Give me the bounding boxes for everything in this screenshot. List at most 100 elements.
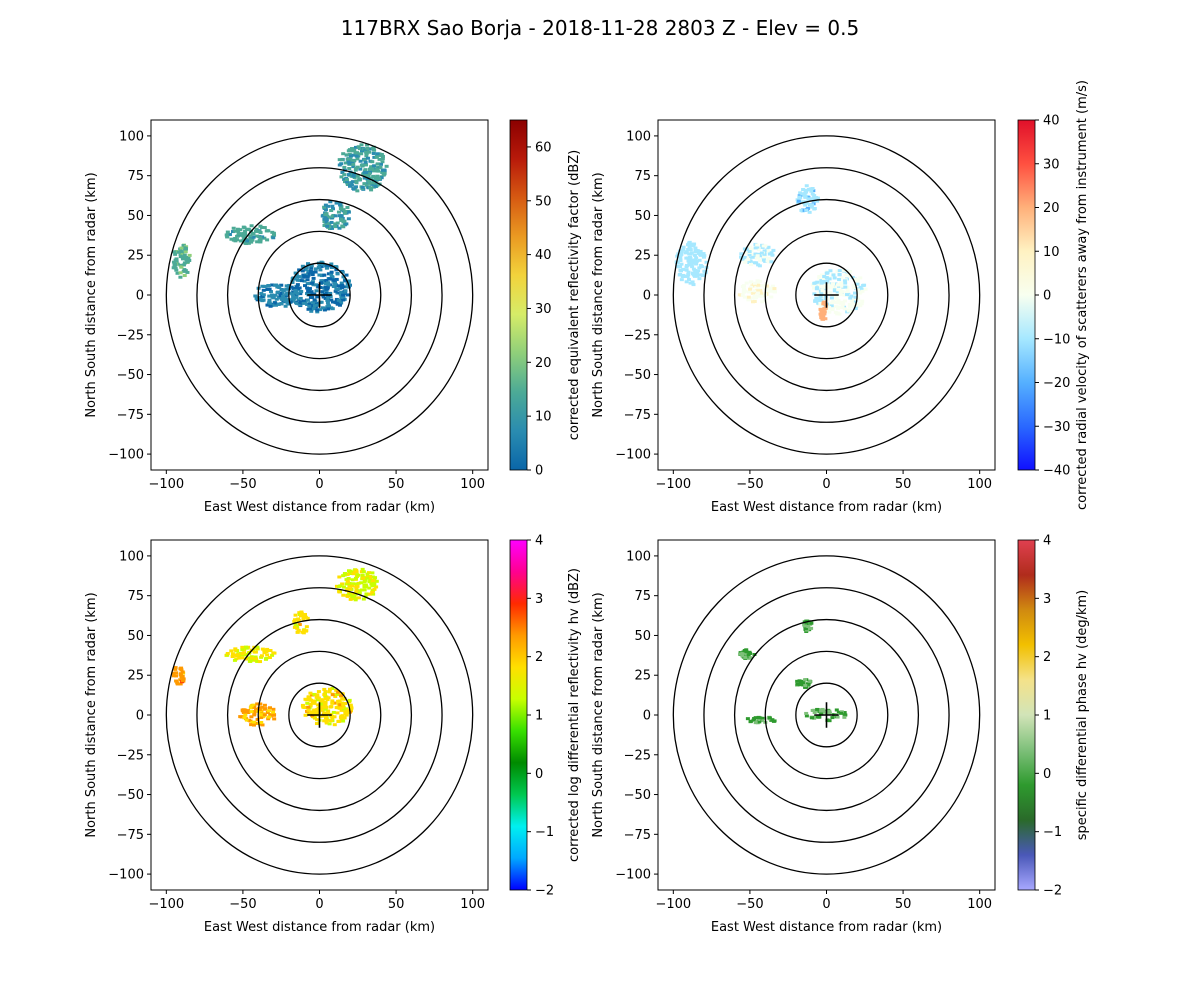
echo-gate — [739, 255, 744, 259]
echo-gate — [326, 709, 331, 713]
echo-gate — [348, 157, 353, 161]
echo-gate — [805, 201, 810, 205]
echo-gate — [351, 174, 356, 178]
echo-gate — [324, 266, 329, 270]
echo-gate — [335, 711, 340, 715]
echo-gate — [180, 670, 185, 674]
echo-gate — [326, 281, 331, 285]
echo-gate — [262, 703, 267, 707]
echo-gate — [818, 301, 823, 305]
echo-gate — [821, 285, 826, 289]
echo-gate — [291, 299, 296, 303]
echo-gate — [740, 285, 745, 289]
echo-gate — [253, 655, 258, 659]
echo-gate — [806, 197, 811, 201]
echo-gate — [316, 285, 321, 289]
echo-gate — [251, 720, 256, 724]
echo-gate — [174, 671, 179, 675]
echo-gate — [688, 281, 693, 285]
y-tick-label: 75 — [634, 169, 651, 184]
echo-gate — [769, 260, 774, 264]
echo-gate — [179, 246, 184, 250]
echo-gate — [347, 593, 352, 597]
echo-gate — [339, 175, 344, 179]
echo-gate — [326, 272, 331, 276]
echo-gate — [833, 282, 838, 286]
echo-gate — [308, 295, 313, 299]
echo-gate — [309, 266, 314, 270]
echo-gate — [752, 717, 757, 721]
echo-gate — [697, 277, 702, 281]
echo-gate — [182, 246, 187, 250]
colorbar-tick-label: 0 — [535, 767, 543, 782]
y-tick-label: −25 — [117, 328, 144, 343]
echo-gate — [756, 289, 761, 293]
echo-gate — [819, 309, 824, 313]
echo-gate — [343, 289, 348, 293]
echo-gate — [262, 707, 267, 711]
echo-gate — [330, 307, 335, 311]
echo-gate — [858, 285, 863, 289]
echo-gate — [327, 690, 332, 694]
echo-gate — [353, 185, 358, 189]
echo-gate — [330, 701, 335, 705]
echo-gate — [258, 236, 263, 240]
echo-gate — [820, 707, 825, 711]
echo-gate — [753, 252, 758, 256]
echo-gate — [326, 696, 331, 700]
echo-gate — [347, 591, 352, 595]
echo-gate — [324, 716, 329, 720]
echo-gate — [295, 626, 300, 630]
echo-gate — [330, 300, 335, 304]
echo-gate — [349, 705, 354, 709]
echo-gate — [315, 698, 320, 702]
echo-gate — [800, 192, 805, 196]
echo-gate — [319, 260, 324, 264]
echo-gate — [345, 205, 350, 209]
echo-gate — [301, 301, 306, 305]
echo-gate — [370, 146, 375, 150]
echo-gate — [840, 284, 845, 288]
echo-gate — [334, 201, 339, 205]
echo-gate — [293, 613, 298, 617]
echo-gate — [371, 592, 376, 596]
echo-gate — [751, 255, 756, 259]
echo-gate — [183, 269, 188, 273]
echo-gate — [242, 716, 247, 720]
echo-gate — [306, 307, 311, 311]
echo-gate — [267, 298, 272, 302]
colorbar-tick-label: −40 — [1043, 464, 1070, 479]
echo-gate — [847, 304, 852, 308]
echo-gate — [362, 158, 367, 162]
echo-gate — [318, 714, 323, 718]
echo-gate — [818, 709, 823, 713]
echo-gate — [298, 300, 303, 304]
echo-gate — [233, 229, 238, 233]
echo-gate — [702, 254, 707, 258]
echo-gate — [352, 159, 357, 163]
echo-gate — [822, 307, 827, 311]
echo-gate — [755, 291, 760, 295]
echo-gate — [349, 147, 354, 151]
echo-gate — [363, 173, 368, 177]
echo-gate — [238, 232, 243, 236]
echo-gate — [827, 303, 832, 307]
y-tick-label: 100 — [626, 129, 651, 144]
echo-gate — [853, 277, 858, 281]
echo-gate — [329, 209, 334, 213]
echo-gate — [835, 290, 840, 294]
echo-gate — [251, 235, 256, 239]
echo-gate — [345, 580, 350, 584]
echo-gate — [263, 284, 268, 288]
echo-gate — [255, 234, 260, 238]
echo-gate — [757, 279, 762, 283]
echo-gate — [303, 284, 308, 288]
echo-gate — [255, 702, 260, 706]
echo-gate — [307, 304, 312, 308]
echo-gate — [747, 253, 752, 257]
echo-gate — [827, 275, 832, 279]
echo-gate — [339, 717, 344, 721]
echo-gate — [341, 208, 346, 212]
echo-gate — [182, 274, 187, 278]
